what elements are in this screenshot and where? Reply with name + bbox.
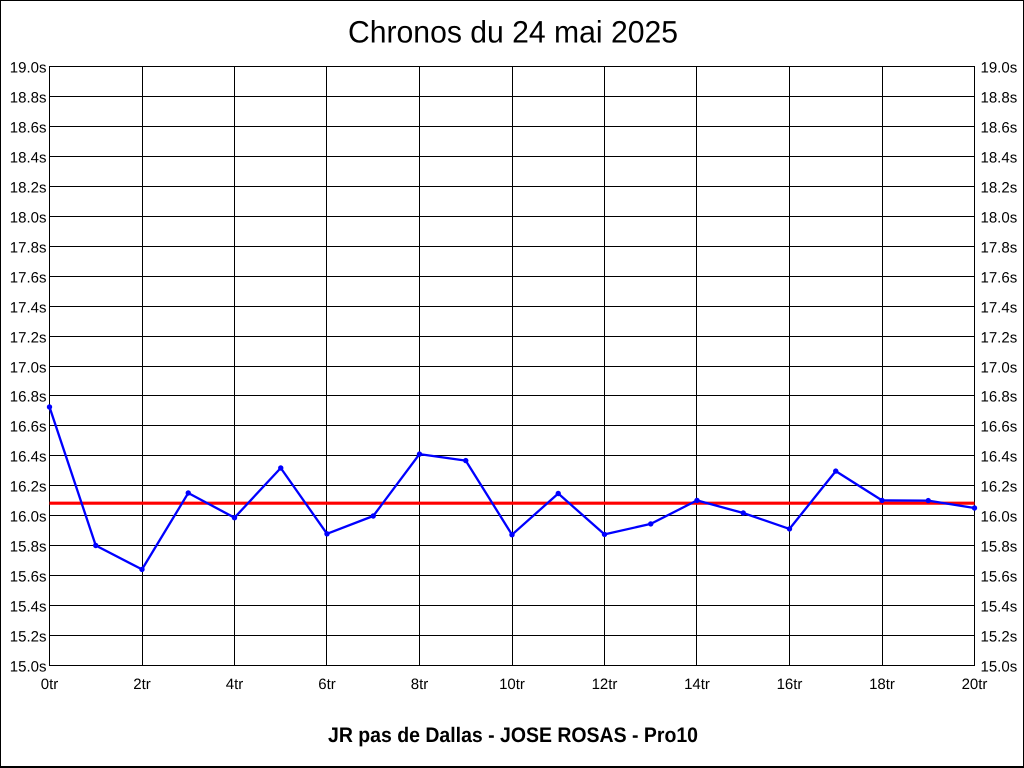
svg-text:15.6s: 15.6s — [10, 568, 47, 585]
svg-text:6tr: 6tr — [318, 676, 336, 693]
svg-text:12tr: 12tr — [592, 676, 618, 693]
svg-text:17.4s: 17.4s — [10, 299, 47, 316]
svg-text:17.2s: 17.2s — [981, 329, 1018, 346]
svg-text:15.2s: 15.2s — [981, 628, 1018, 645]
svg-text:18.6s: 18.6s — [981, 119, 1018, 136]
svg-text:15.8s: 15.8s — [981, 538, 1018, 555]
svg-text:15.0s: 15.0s — [10, 658, 47, 675]
svg-text:16tr: 16tr — [777, 676, 803, 693]
svg-text:Chronos du 24 mai 2025: Chronos du 24 mai 2025 — [348, 15, 678, 50]
svg-text:19.0s: 19.0s — [981, 59, 1018, 76]
svg-text:4tr: 4tr — [226, 676, 244, 693]
svg-text:18.0s: 18.0s — [981, 209, 1018, 226]
svg-text:16.8s: 16.8s — [10, 388, 47, 405]
svg-text:18.6s: 18.6s — [10, 119, 47, 136]
svg-text:2tr: 2tr — [133, 676, 151, 693]
svg-text:18.4s: 18.4s — [981, 149, 1018, 166]
svg-text:16.2s: 16.2s — [981, 478, 1018, 495]
svg-text:15.0s: 15.0s — [981, 658, 1018, 675]
svg-text:18.8s: 18.8s — [981, 89, 1018, 106]
svg-text:16.8s: 16.8s — [981, 388, 1018, 405]
svg-text:14tr: 14tr — [684, 676, 710, 693]
svg-text:8tr: 8tr — [411, 676, 429, 693]
svg-text:18.2s: 18.2s — [981, 179, 1018, 196]
svg-text:18.8s: 18.8s — [10, 89, 47, 106]
svg-text:18tr: 18tr — [869, 676, 895, 693]
svg-text:15.6s: 15.6s — [981, 568, 1018, 585]
svg-text:16.0s: 16.0s — [10, 508, 47, 525]
svg-text:18.4s: 18.4s — [10, 149, 47, 166]
svg-text:15.2s: 15.2s — [10, 628, 47, 645]
svg-text:17.2s: 17.2s — [10, 329, 47, 346]
svg-text:17.6s: 17.6s — [981, 269, 1018, 286]
svg-text:17.4s: 17.4s — [981, 299, 1018, 316]
svg-text:JR pas de Dallas - JOSE ROSAS: JR pas de Dallas - JOSE ROSAS - Pro10 — [328, 724, 698, 747]
svg-text:17.8s: 17.8s — [10, 239, 47, 256]
svg-text:15.8s: 15.8s — [10, 538, 47, 555]
svg-text:17.0s: 17.0s — [10, 359, 47, 376]
svg-text:10tr: 10tr — [499, 676, 525, 693]
svg-text:19.0s: 19.0s — [10, 59, 47, 76]
svg-text:16.2s: 16.2s — [10, 478, 47, 495]
svg-text:20tr: 20tr — [962, 676, 988, 693]
svg-text:18.0s: 18.0s — [10, 209, 47, 226]
svg-text:15.4s: 15.4s — [981, 598, 1018, 615]
svg-text:16.6s: 16.6s — [981, 418, 1018, 435]
svg-text:18.2s: 18.2s — [10, 179, 47, 196]
svg-text:15.4s: 15.4s — [10, 598, 47, 615]
svg-text:0tr: 0tr — [41, 676, 59, 693]
svg-text:16.4s: 16.4s — [981, 448, 1018, 465]
svg-text:16.4s: 16.4s — [10, 448, 47, 465]
svg-text:17.0s: 17.0s — [981, 359, 1018, 376]
svg-text:16.6s: 16.6s — [10, 418, 47, 435]
svg-text:16.0s: 16.0s — [981, 508, 1018, 525]
svg-text:17.8s: 17.8s — [981, 239, 1018, 256]
svg-text:17.6s: 17.6s — [10, 269, 47, 286]
